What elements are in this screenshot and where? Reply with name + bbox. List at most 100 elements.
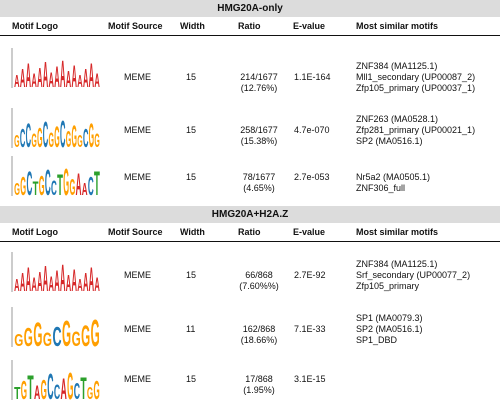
motif-ratio-pct: (1.95%) [243, 385, 275, 395]
motif-ratio: 162/868 [242, 324, 276, 334]
logo-letter-g: G [67, 366, 73, 402]
logo-letter-g: G [89, 117, 94, 150]
logo-letter-a: A [66, 270, 71, 294]
motif-width: 15 [186, 172, 197, 182]
motif-source: MEME [124, 72, 151, 82]
logo-letter-g: G [66, 126, 71, 150]
logo-letter-a: A [43, 54, 48, 90]
motif-evalue: 2.7e-053 [294, 172, 330, 182]
similar-motif: SP1 (MA0079.3) [356, 313, 423, 323]
similar-motif: ZNF263 (MA0528.1) [356, 114, 439, 124]
logo-letter-g: G [69, 174, 75, 198]
logo-letter-c: C [26, 165, 32, 198]
col-header-similar: Most similar motifs [356, 227, 439, 237]
motif-ratio-pct: (12.76%) [240, 83, 278, 93]
logo-letter-g: G [77, 132, 82, 150]
logo-letter-g: G [24, 324, 33, 349]
similar-motif: Nr5a2 (MA0505.1) [356, 172, 431, 182]
logo-letter-g: G [71, 118, 76, 150]
logo-letter-g: G [49, 128, 54, 150]
logo-letter-g: G [94, 377, 100, 402]
motif-width: 11 [186, 324, 196, 334]
logo-letter-a: A [26, 261, 31, 294]
table-header: Motif Logo Motif Source Width Ratio E-va… [0, 17, 500, 36]
logo-letter-g: G [14, 132, 19, 150]
similar-motif: ZNF384 (MA1125.1) [356, 259, 438, 269]
motif-evalue: 4.7e-070 [294, 125, 330, 135]
logo-letter-a: A [77, 276, 82, 294]
logo-letter-c: C [43, 114, 48, 150]
logo-letter-a: A [49, 272, 54, 294]
logo-letter-a: A [37, 62, 42, 90]
motif-ratio: 78/1677 [242, 172, 276, 182]
logo-letter-g: G [54, 121, 59, 150]
similar-motif: Mll1_secondary (UP00087_2) [356, 72, 476, 82]
logo-letter-a: A [71, 262, 76, 294]
logo-letter-a: A [20, 269, 25, 294]
logo-letter-a: A [60, 54, 65, 90]
logo-letter-a: A [82, 180, 88, 198]
logo-letter-a: A [54, 265, 59, 294]
motif-ratio-pct: (18.66%) [240, 335, 278, 345]
similar-motif: Zfp105_primary (UP00037_1) [356, 83, 476, 93]
logo-letter-g: G [20, 173, 26, 198]
motif-ratio-pct: (15.38%) [240, 136, 278, 146]
similar-motif: SP2 (MA0516.1) [356, 136, 423, 146]
logo-letter-a: A [14, 276, 19, 294]
logo-letter-g: G [14, 331, 23, 349]
section-title: HMG20A+H2A.Z [0, 206, 500, 223]
logo-letter-g: G [43, 330, 52, 349]
motif-width: 15 [186, 270, 197, 280]
motif-evalue: 1.1E-164 [294, 72, 331, 82]
logo-letter-c: C [88, 173, 94, 198]
motif-evalue: 3.1E-15 [294, 374, 326, 384]
logo-letter-a: A [71, 58, 76, 90]
col-header-width: Width [180, 227, 205, 237]
logo-letter-g: G [33, 316, 42, 349]
motif-evalue: 2.7E-92 [294, 270, 326, 280]
col-header-width: Width [180, 21, 205, 31]
logo-letter-g: G [39, 170, 45, 198]
logo-letter-g: G [87, 384, 93, 402]
logo-letter-a: A [76, 166, 82, 198]
logo-letter-c: C [74, 378, 80, 402]
logo-letter-a: A [89, 57, 94, 90]
logo-letter-g: G [21, 377, 27, 402]
logo-letter-a: A [89, 261, 94, 294]
motif-width: 15 [186, 72, 197, 82]
col-header-source: Motif Source [108, 21, 163, 31]
logo-letter-a: A [54, 61, 59, 90]
col-header-ratio: Ratio [238, 227, 261, 237]
col-header-evalue: E-value [293, 21, 326, 31]
logo-letter-a: A [83, 269, 88, 294]
col-header-source: Motif Source [108, 227, 163, 237]
logo-letter-a: A [60, 373, 66, 402]
similar-motif: ZNF384 (MA1125.1) [356, 61, 438, 71]
logo-letter-t: T [14, 384, 21, 402]
similar-motif: SP1_DBD [356, 335, 398, 345]
section-title: HMG20A-only [0, 0, 500, 17]
logo-letter-a: A [94, 71, 100, 90]
logo-letter-g: G [14, 180, 20, 198]
motif-ratio: 17/868 [245, 374, 273, 384]
table-header: Motif Logo Motif Source Width Ratio E-va… [0, 223, 500, 242]
motif-ratio-pct: (4.65%) [243, 183, 275, 193]
logo-letter-a: A [20, 65, 25, 90]
section-hmg20a-h2az: HMG20A+H2A.Z Motif Logo Motif Source Wid… [0, 206, 500, 402]
logo-letter-t: T [33, 179, 39, 198]
logo-letter-a: A [14, 72, 19, 90]
col-header-logo: Motif Logo [12, 21, 58, 31]
